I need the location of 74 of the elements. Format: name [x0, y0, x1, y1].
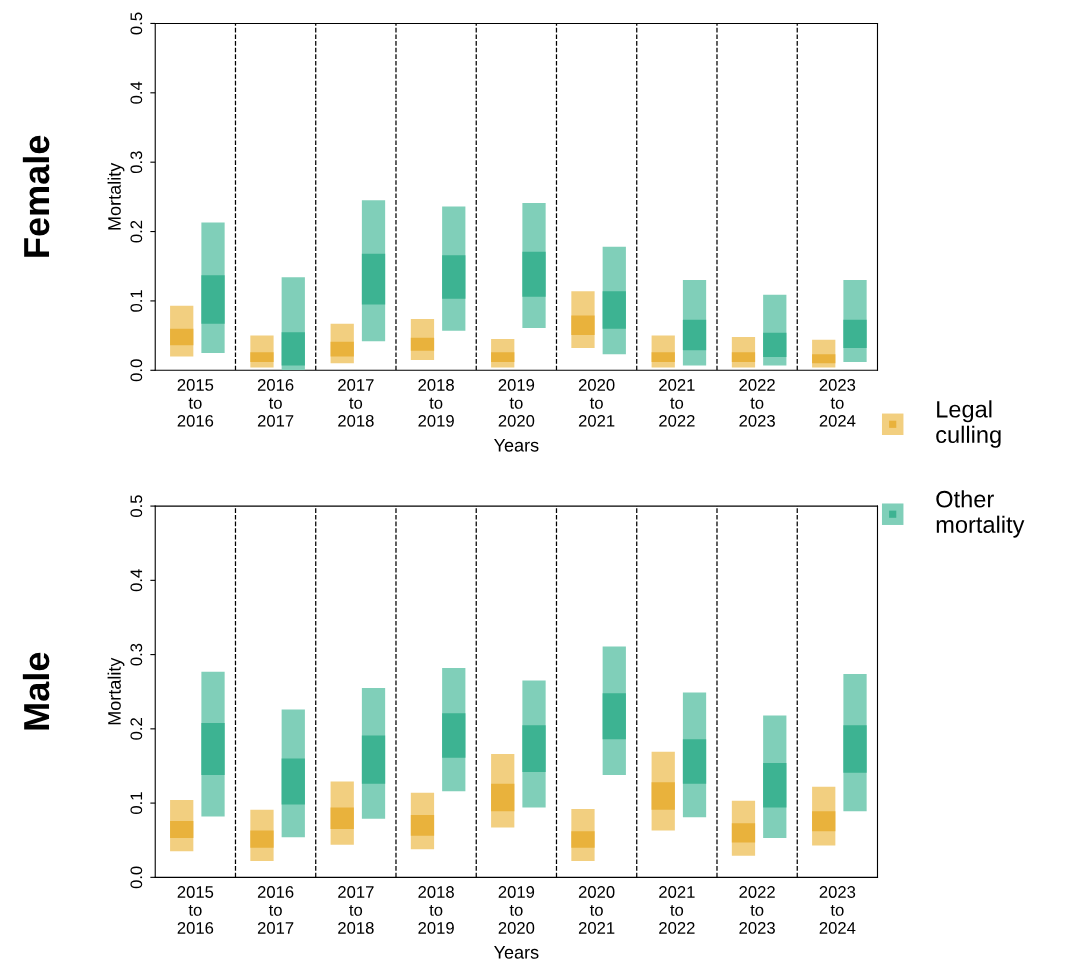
legend-label: Legal culling — [936, 400, 1001, 448]
bar — [491, 352, 515, 362]
x-tick-label: 2022 to 2023 — [739, 379, 775, 427]
x-tick-label: 2023 to 2024 — [819, 379, 856, 427]
x-axis-title: Years — [494, 946, 539, 959]
x-axis-title: Years — [494, 439, 539, 452]
bar — [442, 713, 466, 758]
bar — [731, 823, 756, 843]
bar — [442, 255, 466, 299]
bar — [682, 319, 707, 351]
y-tick-label: 0.0 — [130, 866, 143, 889]
y-tick-label: 0.1 — [130, 792, 143, 815]
bar — [250, 830, 274, 848]
bar — [843, 725, 867, 773]
y-axis-title: Mortality — [107, 162, 125, 230]
bar — [281, 758, 305, 805]
bar — [361, 735, 386, 784]
bar — [602, 693, 626, 740]
y-axis-title: Mortality — [107, 657, 125, 725]
x-tick-label: 2019 to 2020 — [498, 379, 535, 427]
bar — [731, 352, 756, 362]
bar — [170, 820, 194, 838]
x-tick-label: 2016 to 2017 — [257, 886, 294, 934]
bar — [281, 332, 305, 366]
bar — [812, 354, 836, 364]
bar — [170, 328, 194, 346]
bar — [201, 722, 225, 775]
bar — [763, 763, 787, 808]
bar — [330, 341, 354, 357]
bar — [843, 319, 867, 349]
bar — [602, 291, 626, 329]
y-tick-label: 0.3 — [130, 151, 143, 174]
y-tick-label: 0.5 — [130, 12, 143, 35]
bar — [410, 337, 435, 351]
y-tick-label: 0.1 — [130, 290, 143, 312]
bar — [330, 807, 354, 830]
x-tick-label: 2017 to 2018 — [338, 886, 374, 934]
y-tick-label: 0.0 — [130, 359, 143, 382]
bar — [651, 352, 675, 362]
bar — [651, 782, 675, 810]
y-tick-label: 0.3 — [130, 643, 143, 666]
legend-label: Other mortality — [936, 490, 1025, 538]
bar — [250, 352, 274, 362]
text: Female — [22, 135, 50, 257]
bar — [571, 315, 595, 335]
x-tick-label: 2018 to 2019 — [418, 886, 454, 934]
bar — [763, 332, 787, 358]
bar — [682, 739, 707, 784]
bar — [410, 814, 435, 836]
x-tick-label: 2020 to 2021 — [578, 886, 615, 934]
bar — [522, 725, 546, 772]
bar — [361, 253, 386, 305]
bar — [571, 831, 595, 848]
x-tick-label: 2017 to 2018 — [338, 379, 374, 427]
x-tick-label: 2021 to 2022 — [659, 379, 695, 427]
x-tick-label: 2015 to 2016 — [177, 886, 214, 934]
x-tick-label: 2021 to 2022 — [659, 886, 695, 934]
x-tick-label: 2015 to 2016 — [177, 379, 214, 427]
y-tick-label: 0.2 — [130, 220, 143, 243]
x-tick-label: 2016 to 2017 — [257, 379, 294, 427]
x-tick-label: 2020 to 2021 — [578, 379, 615, 427]
y-tick-label: 0.4 — [130, 81, 143, 104]
x-tick-label: 2018 to 2019 — [418, 379, 454, 427]
x-tick-label: 2019 to 2020 — [498, 886, 535, 934]
x-tick-label: 2023 to 2024 — [819, 886, 856, 934]
text: Male — [22, 652, 50, 730]
bar — [491, 783, 515, 812]
bar — [522, 251, 546, 297]
y-tick-label: 0.2 — [130, 718, 143, 740]
x-tick-label: 2022 to 2023 — [739, 886, 775, 934]
y-tick-label: 0.5 — [130, 495, 143, 518]
bar — [201, 275, 225, 324]
y-tick-label: 0.4 — [130, 569, 143, 592]
bar — [812, 811, 836, 832]
